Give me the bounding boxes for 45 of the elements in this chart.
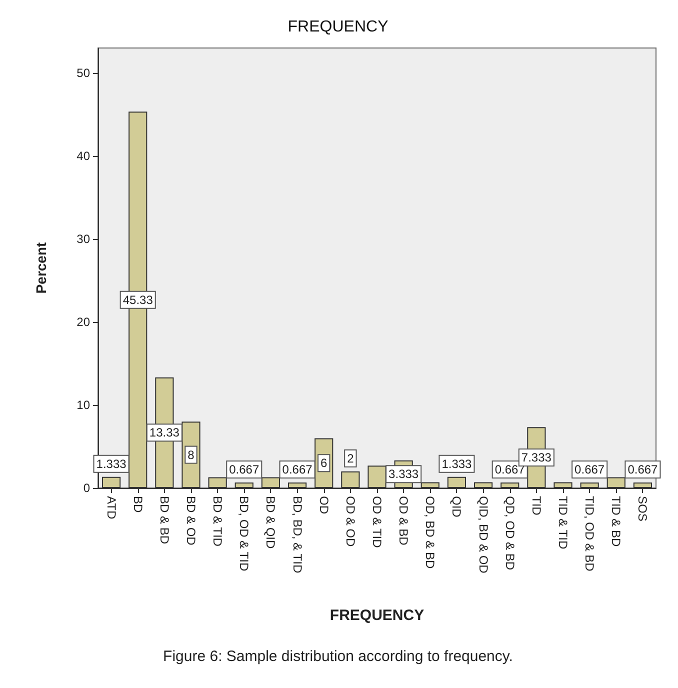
data-label: 1.333 [442,456,472,471]
x-tick-label: BD & TID [210,496,225,547]
y-tick-label: 0 [83,481,90,495]
caption: Figure 6: Sample distribution according to frequency. [163,648,513,665]
x-tick-label: BD [130,496,145,514]
chart-title: FREQUENCY [288,18,389,36]
x-tick-label: TID [529,496,544,516]
x-tick-label: QD, OD & BD [502,496,517,570]
data-label: 45.33 [122,292,154,307]
data-label: 8 [188,448,195,462]
x-axis-title: FREQUENCY [330,607,424,624]
y-axis-title: Percent [33,242,49,294]
data-label: 0.667 [494,462,526,476]
data-label: 13.33 [149,426,180,440]
x-tick-label: TID, OD & BD [582,496,597,572]
data-label: 6 [320,456,328,470]
x-tick-label: ATD [104,496,118,520]
data-label: 0.667 [282,462,313,476]
y-tick-label: 10 [76,398,90,412]
x-tick-label: OD & BD [396,496,411,546]
x-tick-label: BD, OD & TID [237,496,252,572]
data-label: 3.333 [388,467,419,482]
x-tick-label: BD & QID [264,496,278,550]
data-label: 0.667 [229,462,260,476]
y-tick-label: 30 [76,232,90,246]
x-tick-label: QID, BD & OD [476,496,490,574]
x-tick-label: BD & OD [184,496,198,546]
data-label: 0.667 [628,462,658,476]
y-tick-label: 40 [76,148,90,163]
x-tick-label: BD, BD, & TID [290,496,304,574]
data-label: 2 [347,451,354,466]
data-label: 1.333 [96,456,127,471]
x-tick-label: BD & BD [157,496,172,544]
x-tick-label: QID [450,496,464,518]
x-tick-label: OD, BD & BD [423,496,438,570]
x-tick-label: SOS [636,496,650,522]
x-tick-label: OD & OD [343,496,358,548]
x-tick-label: TID & TID [556,496,570,550]
x-tick-label: OD & TID [370,496,384,548]
x-tick-label: OD [316,496,331,514]
data-label: 7.333 [521,450,552,465]
data-label: 0.667 [574,462,605,476]
y-tick-label: 20 [76,314,90,329]
y-tick-label: 50 [76,66,90,80]
x-tick-label: TID & BD [609,496,624,548]
